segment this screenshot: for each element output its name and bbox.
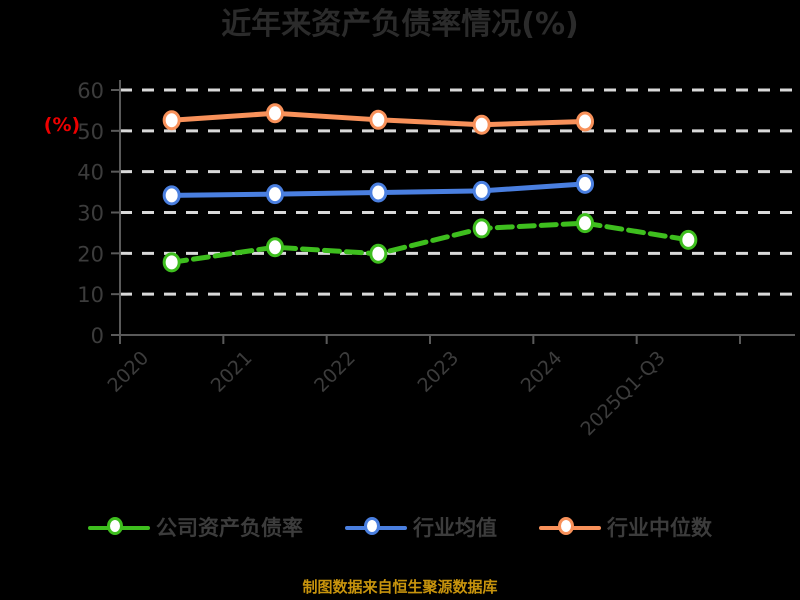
y-axis-tick-label: 40 xyxy=(77,161,104,185)
legend-label: 行业中位数 xyxy=(607,516,712,540)
y-axis-tick-label: 30 xyxy=(77,202,104,226)
legend-dot-icon xyxy=(107,517,123,535)
data-point-marker xyxy=(162,185,181,206)
legend-dot-icon xyxy=(364,517,380,535)
legend-marker-icon xyxy=(345,515,407,541)
data-point-marker xyxy=(266,237,284,258)
y-axis-tick-label: 10 xyxy=(77,283,104,307)
y-axis-tick-label: 60 xyxy=(77,79,104,103)
data-point-marker xyxy=(679,229,698,250)
x-axis-tick-label: 2023 xyxy=(413,347,463,397)
x-axis-tick-label: 2022 xyxy=(310,347,360,397)
data-point-marker xyxy=(472,180,491,201)
legend-dot-icon xyxy=(558,517,574,535)
y-axis-unit-label: (%) xyxy=(44,114,80,136)
data-point-marker xyxy=(162,252,181,273)
legend-item[interactable]: 公司资产负债率 xyxy=(88,515,303,541)
data-point-marker xyxy=(472,218,491,239)
data-point-marker xyxy=(266,184,284,205)
data-point-marker xyxy=(369,243,388,264)
x-axis-tick-label: 2024 xyxy=(517,347,567,397)
chart-title: 近年来资产负债率情况(%) xyxy=(221,7,579,42)
legend-label: 公司资产负债率 xyxy=(156,516,303,540)
chart-legend: 公司资产负债率 行业均值 行业中位数 xyxy=(0,515,800,541)
data-point-marker xyxy=(472,114,491,135)
data-point-marker xyxy=(369,182,388,203)
legend-marker-icon xyxy=(88,515,150,541)
legend-marker-icon xyxy=(539,515,601,541)
legend-item[interactable]: 行业均值 xyxy=(345,515,497,541)
data-point-marker xyxy=(576,173,594,194)
data-point-marker xyxy=(162,110,181,131)
chart-source-note: 制图数据来自恒生聚源数据库 xyxy=(302,578,498,596)
legend-item[interactable]: 行业中位数 xyxy=(539,515,712,541)
data-point-marker xyxy=(576,213,594,234)
y-axis-tick-label: 50 xyxy=(77,120,104,144)
data-point-marker xyxy=(266,103,284,124)
chart-plot-area: 0 10 20 30 40 50 60 (%) 2020 2021 2022 2023 2024 2025… xyxy=(44,79,795,440)
y-axis-tick-label: 20 xyxy=(77,242,104,266)
data-point-marker xyxy=(369,109,388,130)
data-point-marker xyxy=(576,111,594,132)
x-axis-tick-label: 2025Q1-Q3 xyxy=(577,347,670,440)
series-line xyxy=(169,220,691,265)
x-axis-tick-label: 2020 xyxy=(103,347,153,397)
x-axis-tick-label: 2021 xyxy=(207,347,257,397)
legend-label: 行业均值 xyxy=(413,516,497,540)
y-axis-tick-label: 0 xyxy=(91,324,104,348)
